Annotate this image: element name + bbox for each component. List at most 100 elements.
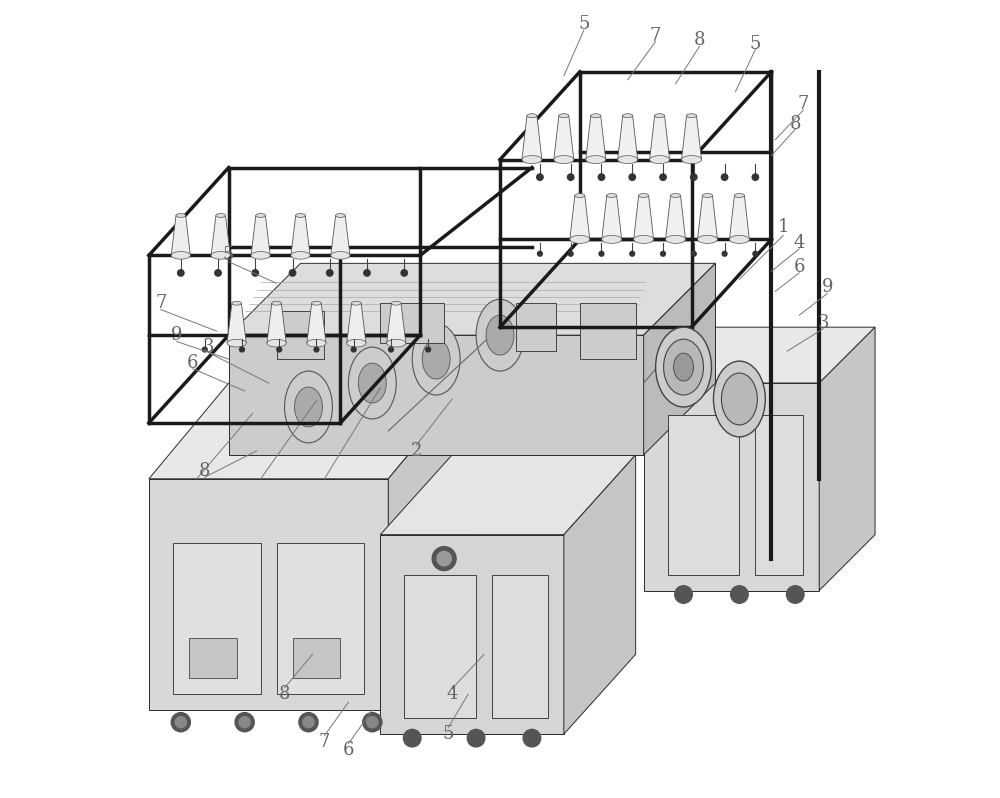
Circle shape — [327, 270, 333, 276]
Polygon shape — [602, 196, 622, 239]
Ellipse shape — [227, 339, 246, 347]
Circle shape — [467, 729, 485, 747]
Ellipse shape — [176, 214, 186, 217]
Polygon shape — [644, 263, 715, 455]
Circle shape — [289, 270, 296, 276]
Ellipse shape — [591, 113, 601, 117]
Circle shape — [215, 270, 221, 276]
Ellipse shape — [391, 302, 401, 305]
Ellipse shape — [348, 347, 396, 419]
Ellipse shape — [522, 156, 542, 164]
Polygon shape — [291, 215, 310, 255]
Bar — [277, 311, 324, 359]
Text: 5: 5 — [223, 247, 234, 264]
Ellipse shape — [347, 339, 366, 347]
Circle shape — [363, 713, 382, 732]
Ellipse shape — [664, 339, 703, 395]
Circle shape — [691, 251, 696, 256]
Polygon shape — [650, 116, 670, 160]
Circle shape — [568, 251, 573, 256]
Text: 6: 6 — [343, 741, 354, 759]
Circle shape — [661, 251, 665, 256]
Circle shape — [239, 717, 250, 728]
Bar — [516, 303, 556, 351]
Circle shape — [598, 174, 605, 180]
Polygon shape — [267, 303, 286, 343]
Circle shape — [753, 251, 758, 256]
Polygon shape — [522, 116, 542, 160]
Text: 2: 2 — [411, 442, 422, 460]
Circle shape — [437, 551, 451, 566]
Ellipse shape — [634, 235, 654, 243]
Text: 8: 8 — [790, 115, 801, 132]
Bar — [580, 303, 636, 359]
Text: 4: 4 — [794, 235, 805, 252]
Circle shape — [175, 717, 186, 728]
Text: 9: 9 — [171, 326, 183, 344]
Ellipse shape — [607, 194, 617, 198]
Text: 7: 7 — [798, 95, 809, 113]
Circle shape — [364, 270, 370, 276]
Ellipse shape — [358, 363, 386, 403]
Ellipse shape — [570, 235, 590, 243]
Ellipse shape — [422, 339, 450, 379]
Ellipse shape — [291, 251, 310, 259]
Polygon shape — [644, 383, 819, 591]
Circle shape — [432, 547, 456, 571]
Ellipse shape — [671, 194, 681, 198]
Circle shape — [235, 713, 254, 732]
Polygon shape — [618, 116, 638, 160]
Polygon shape — [755, 415, 803, 575]
Bar — [380, 303, 444, 343]
Text: 4: 4 — [446, 685, 458, 703]
Circle shape — [403, 729, 421, 747]
Polygon shape — [171, 215, 190, 255]
Ellipse shape — [171, 251, 190, 259]
Circle shape — [523, 729, 541, 747]
Ellipse shape — [698, 235, 717, 243]
Circle shape — [171, 713, 190, 732]
Ellipse shape — [575, 194, 585, 198]
Polygon shape — [307, 303, 326, 343]
Polygon shape — [698, 196, 717, 239]
Circle shape — [240, 347, 244, 352]
Polygon shape — [387, 303, 406, 343]
Ellipse shape — [554, 156, 574, 164]
Circle shape — [351, 347, 356, 352]
Text: 5: 5 — [750, 35, 761, 53]
Ellipse shape — [618, 156, 638, 164]
Polygon shape — [682, 116, 701, 160]
Polygon shape — [229, 263, 715, 335]
Ellipse shape — [295, 387, 322, 427]
Ellipse shape — [312, 302, 321, 305]
Ellipse shape — [713, 361, 765, 437]
Ellipse shape — [687, 113, 697, 117]
Polygon shape — [251, 215, 270, 255]
Text: 3: 3 — [203, 338, 214, 356]
Ellipse shape — [734, 194, 744, 198]
Ellipse shape — [232, 302, 241, 305]
Polygon shape — [293, 638, 340, 678]
Polygon shape — [554, 116, 574, 160]
Ellipse shape — [666, 235, 686, 243]
Ellipse shape — [602, 235, 622, 243]
Circle shape — [722, 251, 727, 256]
Circle shape — [599, 251, 604, 256]
Ellipse shape — [476, 299, 524, 371]
Ellipse shape — [702, 194, 712, 198]
Text: 6: 6 — [187, 354, 199, 372]
Polygon shape — [227, 303, 246, 343]
Polygon shape — [229, 335, 644, 455]
Text: 8: 8 — [279, 685, 290, 703]
Ellipse shape — [559, 113, 569, 117]
Circle shape — [629, 174, 635, 180]
Ellipse shape — [674, 353, 694, 381]
Circle shape — [202, 347, 207, 352]
Polygon shape — [492, 575, 548, 718]
Ellipse shape — [650, 156, 670, 164]
Polygon shape — [388, 383, 468, 710]
Polygon shape — [149, 383, 468, 479]
Text: 7: 7 — [155, 294, 167, 312]
Polygon shape — [666, 196, 686, 239]
Ellipse shape — [682, 156, 701, 164]
